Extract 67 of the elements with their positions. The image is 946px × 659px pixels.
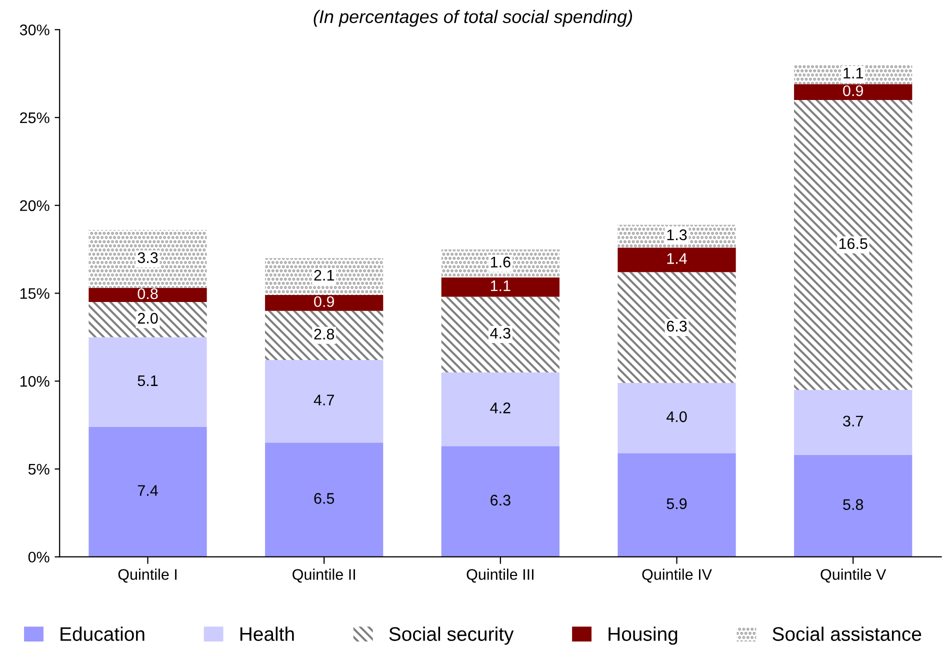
legend-label: Social security: [389, 626, 514, 645]
data-label: 1.1: [844, 68, 863, 78]
y-tick-label: 0%: [28, 552, 50, 563]
bar: [265, 310, 384, 360]
data-label: 5.8: [843, 499, 864, 510]
data-label: 4.2: [490, 402, 510, 414]
legend-label: Housing: [608, 626, 678, 645]
bar: [265, 442, 384, 557]
data-label: 4.0: [666, 411, 687, 422]
y-tick-label: 20%: [20, 200, 50, 212]
x-tick-label: Quintile IV: [642, 568, 712, 583]
data-label: 1.6: [490, 256, 510, 268]
data-label: 0.8: [138, 288, 158, 300]
data-label: 2.0: [138, 312, 158, 324]
bar: [618, 224, 736, 248]
data-label: 2.1: [314, 270, 334, 281]
bar: [88, 337, 207, 427]
bar: [618, 248, 736, 272]
legend-label: Health: [240, 626, 294, 641]
bar: [794, 100, 912, 390]
bar: [88, 288, 207, 302]
bar: [618, 453, 736, 557]
bar: [441, 296, 560, 372]
y-tick-label: 15%: [20, 288, 50, 299]
bar: [441, 446, 560, 557]
data-label: 16.5: [839, 238, 868, 250]
data-label: 6.3: [666, 320, 687, 332]
bar: [265, 258, 384, 296]
bar: [794, 390, 912, 455]
bar: [618, 382, 736, 454]
bar: [88, 426, 207, 557]
bar: [441, 249, 560, 278]
data-label: 4.3: [490, 328, 510, 339]
bar: [441, 277, 560, 297]
data-label: 5.9: [666, 498, 687, 510]
data-label: 3.3: [138, 252, 158, 264]
bar: [794, 84, 912, 100]
x-tick-label: Quintile II: [292, 568, 355, 583]
data-label: 6.3: [490, 494, 510, 506]
y-tick-label: 10%: [20, 376, 50, 387]
data-label: 4.7: [314, 394, 334, 406]
bar: [265, 360, 384, 443]
y-tick-label: 5%: [28, 464, 50, 475]
data-label: 2.8: [314, 328, 334, 340]
bar: [88, 302, 207, 338]
x-tick-label: Quintile I: [118, 568, 177, 583]
bar: [618, 272, 736, 383]
bar: [88, 230, 207, 288]
data-label: 6.5: [314, 493, 334, 504]
data-label: 5.1: [138, 375, 158, 386]
data-label: 3.7: [843, 416, 863, 427]
bar: [794, 454, 912, 557]
bar: [265, 295, 384, 311]
data-label: 1.4: [667, 253, 687, 264]
data-label: 0.9: [314, 296, 334, 308]
x-tick-label: Quintile V: [820, 568, 886, 583]
data-label: 7.4: [138, 485, 158, 496]
data-label: 0.9: [843, 85, 863, 96]
chart-subtitle: (In percentages of total social spending): [314, 10, 632, 27]
data-label: 1.1: [490, 280, 510, 292]
y-tick-label: 30%: [20, 24, 50, 36]
y-tick-label: 25%: [20, 112, 50, 124]
x-tick-label: Quintile III: [466, 568, 534, 583]
legend-label: Social assistance: [772, 626, 922, 641]
data-label: 1.3: [667, 229, 687, 240]
bar: [441, 372, 560, 446]
legend-label: Education: [60, 626, 144, 641]
